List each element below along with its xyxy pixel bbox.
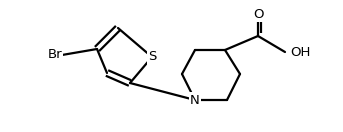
Text: Br: Br (48, 48, 62, 62)
Text: OH: OH (290, 46, 310, 58)
Text: N: N (190, 93, 200, 107)
Text: S: S (148, 51, 156, 63)
Text: O: O (253, 8, 263, 20)
